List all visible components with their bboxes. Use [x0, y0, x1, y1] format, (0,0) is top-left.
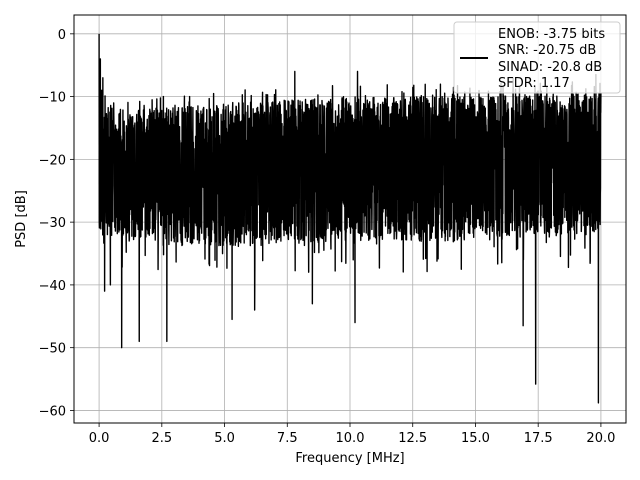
x-tick-label: 15.0 — [461, 431, 490, 446]
psd-series-line — [98, 33, 602, 404]
x-tick-label: 12.5 — [398, 431, 427, 446]
y-tick-label: −20 — [39, 153, 66, 168]
legend-line-sfdr: SFDR: 1.17 — [498, 76, 570, 91]
x-tick-label: 17.5 — [524, 431, 553, 446]
x-tick-label: 5.0 — [214, 431, 235, 446]
x-tick-label: 10.0 — [336, 431, 365, 446]
legend-line-snr: SNR: -20.75 dB — [498, 43, 596, 58]
x-axis-ticks: 0.0 2.5 5.0 7.5 10.0 12.5 15.0 17.5 20.0 — [89, 423, 615, 446]
y-tick-label: −40 — [39, 279, 66, 294]
y-axis-ticks: 0 −10 −20 −30 −40 −50 −60 — [39, 28, 74, 419]
x-tick-label: 2.5 — [151, 431, 172, 446]
legend-line-sinad: SINAD: -20.8 dB — [498, 60, 602, 75]
y-tick-label: −10 — [39, 91, 66, 106]
x-tick-label: 7.5 — [277, 431, 298, 446]
x-tick-label: 0.0 — [89, 431, 110, 446]
y-axis-label: PSD [dB] — [14, 190, 29, 248]
x-tick-label: 20.0 — [586, 431, 615, 446]
y-tick-label: 0 — [58, 28, 66, 43]
y-tick-label: −30 — [39, 216, 66, 231]
y-tick-label: −60 — [39, 404, 66, 419]
legend-box — [453, 21, 621, 94]
x-axis-label: Frequency [MHz] — [295, 451, 404, 466]
legend-line-enob: ENOB: -3.75 bits — [498, 27, 605, 42]
legend: ENOB: -3.75 bits SNR: -20.75 dB SINAD: -… — [453, 21, 621, 94]
y-tick-label: −50 — [39, 342, 66, 357]
plot-area — [98, 33, 602, 404]
